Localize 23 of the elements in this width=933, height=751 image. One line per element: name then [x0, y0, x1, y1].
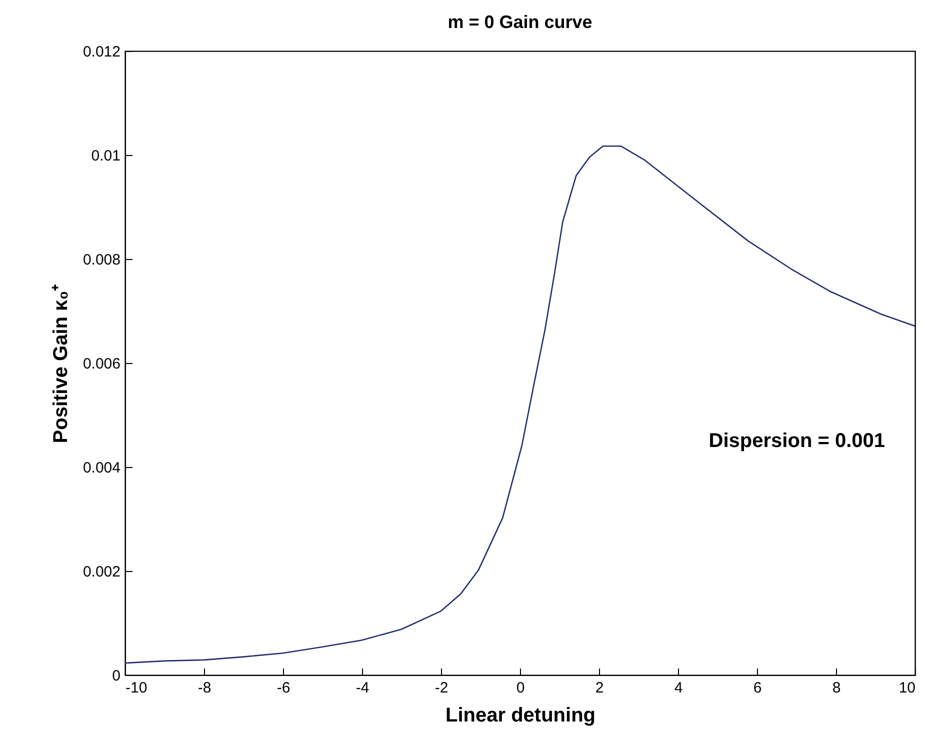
x-tick-label: -2 [434, 680, 448, 696]
line-series [125, 146, 915, 664]
x-tick-label: -10 [126, 680, 148, 696]
y-tick-label: 0.002 [82, 564, 120, 580]
x-tick-label: 8 [832, 680, 841, 696]
x-tick-label: 4 [674, 680, 683, 696]
x-axis-title: Linear detuning [446, 704, 596, 726]
chart-title: m = 0 Gain curve [448, 12, 592, 32]
y-tick-label: 0.012 [82, 44, 120, 60]
x-tick-label: 2 [595, 680, 604, 696]
x-tick-label: -6 [276, 680, 290, 696]
y-tick-label: 0.004 [82, 460, 120, 476]
y-axis-title: Positive Gain κ₀⁺ [50, 284, 72, 444]
y-tick-label: 0.01 [91, 148, 120, 164]
x-tick-label: 10 [898, 680, 916, 696]
y-tick-label: 0.008 [82, 252, 120, 268]
y-tick-label: 0.006 [82, 356, 120, 372]
x-tick-label: 0 [516, 680, 525, 696]
x-tick-label: 6 [753, 680, 762, 696]
x-tick-label: -8 [198, 680, 212, 696]
x-tick-label: -4 [356, 680, 370, 696]
y-tick-label: 0 [112, 668, 120, 684]
annotation: Dispersion = 0.001 [708, 430, 885, 452]
